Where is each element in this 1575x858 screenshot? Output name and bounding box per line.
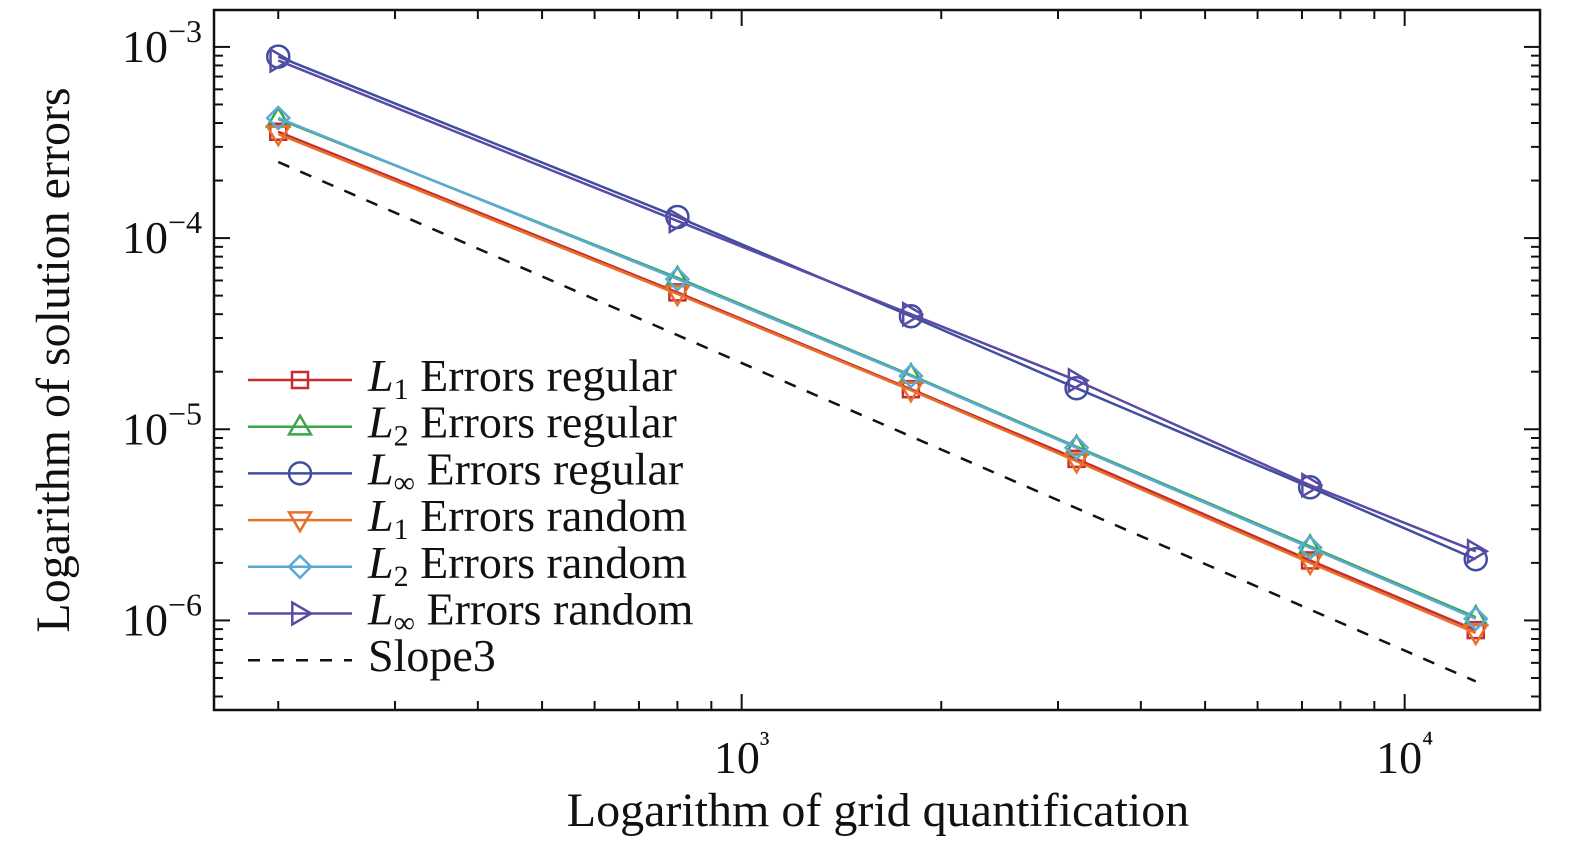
tick-label: 10−5 <box>122 396 202 454</box>
reference-line <box>277 160 1477 683</box>
marker <box>1296 553 1324 577</box>
marker <box>1063 435 1090 461</box>
x-axis-label: Logarithm of grid quantification <box>567 784 1190 837</box>
marker <box>897 381 925 404</box>
marker <box>287 461 313 486</box>
marker <box>1297 475 1323 500</box>
marker <box>265 105 292 131</box>
marker <box>286 413 314 436</box>
marker <box>1462 606 1489 632</box>
x-tick-label: 10⁴ <box>1376 724 1433 782</box>
marker <box>286 511 314 534</box>
marker <box>664 266 691 292</box>
legend-label: L1 Errors random <box>367 490 687 546</box>
series-line <box>277 59 1477 553</box>
series-line <box>277 55 1477 561</box>
series-line <box>277 132 1477 635</box>
tick-label: 10−3 <box>122 13 202 71</box>
marker <box>668 207 691 235</box>
marker <box>1297 534 1323 561</box>
marker <box>1301 471 1324 499</box>
legend-label: L∞ Errors random <box>367 583 694 639</box>
marker <box>1067 367 1091 394</box>
legend-label: Slope3 <box>368 630 496 681</box>
tick-label: 10−4 <box>122 204 202 262</box>
marker <box>269 47 292 74</box>
marker <box>898 363 924 389</box>
marker <box>291 600 314 627</box>
marker <box>898 304 924 329</box>
marker <box>290 370 310 390</box>
plot-frame <box>212 8 1542 712</box>
marker <box>1462 624 1489 647</box>
series-line <box>277 116 1477 620</box>
marker <box>901 300 925 328</box>
y-axis-label: Logarithm of solution errors <box>27 87 80 632</box>
legend-label: L2 Errors regular <box>367 396 677 452</box>
marker <box>1064 375 1089 401</box>
legend-label: L2 Errors random <box>367 536 687 592</box>
marker <box>265 125 292 148</box>
x-tick-label: 10³ <box>714 724 770 782</box>
marker <box>1466 538 1490 565</box>
series-line <box>277 130 1477 632</box>
legend-label: L1 Errors regular <box>367 350 677 406</box>
marker <box>1063 452 1090 475</box>
marker <box>664 285 691 308</box>
marker <box>1463 546 1488 572</box>
tick-label: 10−6 <box>122 587 202 645</box>
marker <box>287 554 313 580</box>
legend-label: L∞ Errors regular <box>367 443 683 499</box>
